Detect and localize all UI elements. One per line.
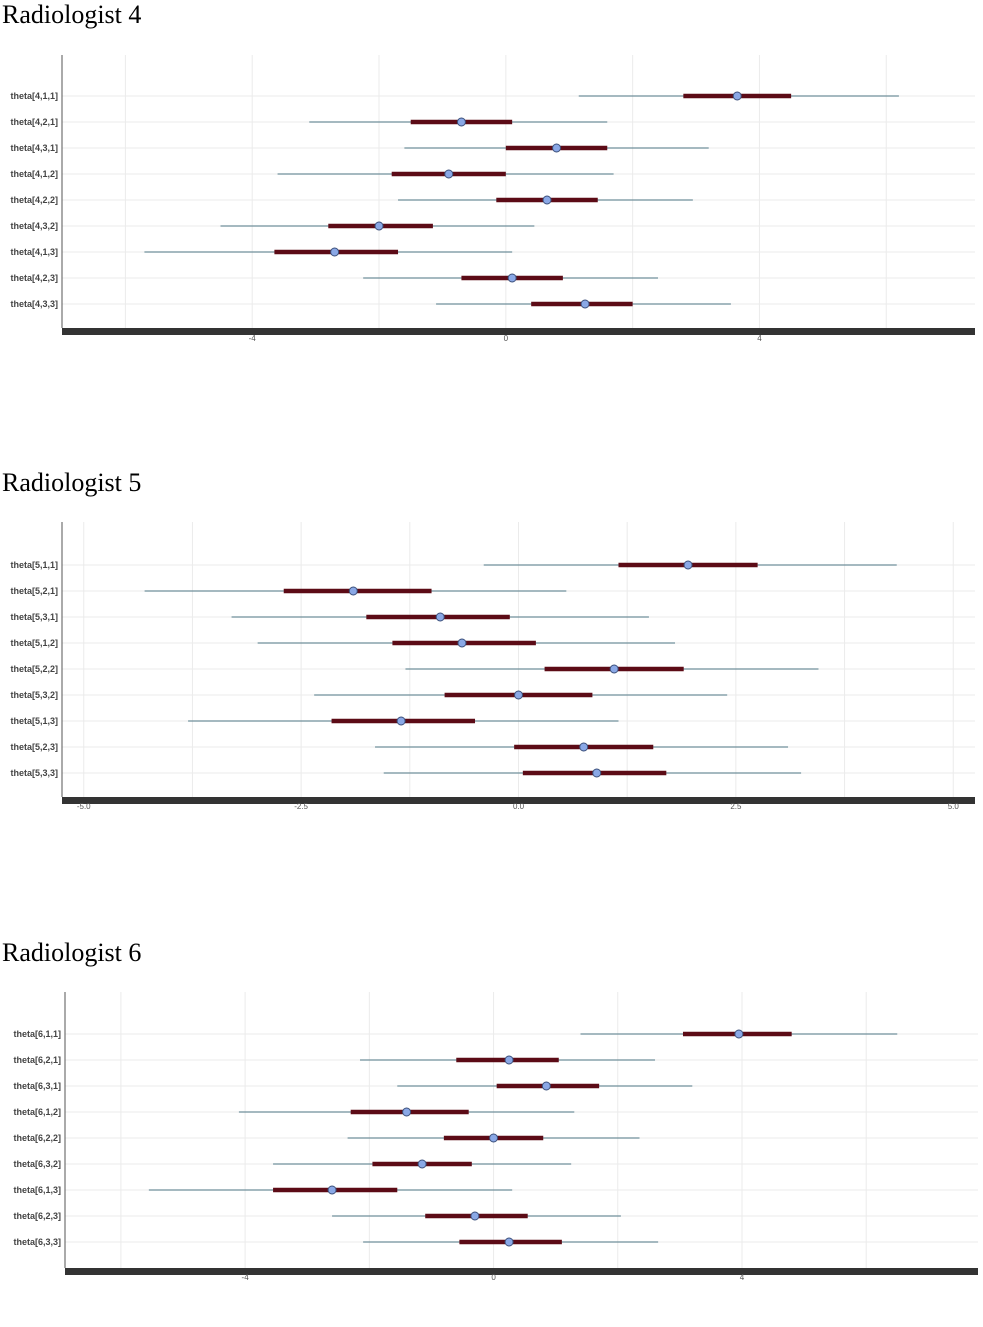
point-estimate (552, 143, 562, 153)
x-axis-bar (62, 797, 975, 804)
row-label: theta[6,1,2] (13, 1107, 61, 1117)
point-estimate (579, 742, 589, 752)
point-estimate (456, 117, 466, 127)
row-label: theta[6,2,3] (13, 1211, 61, 1221)
point-estimate (541, 1081, 551, 1091)
point-estimate (514, 690, 523, 700)
row-label: theta[6,2,2] (13, 1133, 61, 1143)
x-axis-bar (62, 328, 975, 335)
point-estimate (732, 91, 742, 101)
row-label: theta[4,3,1] (10, 143, 58, 153)
x-tick-label: -2.5 (294, 802, 308, 811)
panel-title-radiologist-6: Radiologist 6 (2, 938, 142, 967)
row-label: theta[5,2,3] (10, 742, 58, 752)
row-label: theta[5,1,2] (10, 638, 58, 648)
point-estimate (470, 1211, 480, 1221)
point-estimate (489, 1133, 499, 1143)
point-estimate (542, 195, 552, 205)
row-label: theta[4,3,3] (10, 299, 58, 309)
row-label: theta[6,3,3] (13, 1237, 61, 1247)
point-estimate (609, 664, 619, 674)
row-label: theta[5,1,3] (10, 716, 58, 726)
row-label: theta[6,1,1] (13, 1029, 61, 1039)
point-estimate (457, 638, 467, 648)
forest-plot-radiologist-6: -4 0 4 theta[6,1,1] theta[6,2,1] theta[6,3,1]… (13, 992, 978, 1282)
forest-plot-radiologist-5: -5.0 -2.5 0.0 2.5 5.0 theta[5,1,1] theta[5,2,1… (10, 522, 975, 811)
row-label: theta[5,2,1] (10, 586, 58, 596)
point-estimate (435, 612, 445, 622)
x-tick-label: 5.0 (948, 802, 960, 811)
row-label: theta[6,3,2] (13, 1159, 61, 1169)
row-label: theta[5,3,2] (10, 690, 58, 700)
x-tick-label: 0.0 (513, 802, 525, 811)
point-estimate (504, 1055, 514, 1065)
x-axis-bar (65, 1268, 978, 1275)
point-estimate (580, 299, 590, 309)
x-tick-label: 4 (740, 1273, 745, 1282)
x-tick-label: -4 (249, 334, 257, 343)
row-label: theta[6,3,1] (13, 1081, 61, 1091)
row-label: theta[4,2,1] (10, 117, 58, 127)
point-estimate (507, 273, 517, 283)
x-tick-label: -5.0 (77, 802, 91, 811)
row-label: theta[4,1,1] (10, 91, 58, 101)
row-label: theta[4,2,2] (10, 195, 58, 205)
panel-title-radiologist-5: Radiologist 5 (2, 468, 142, 497)
row-label: theta[5,2,2] (10, 664, 58, 674)
point-estimate (374, 221, 384, 231)
point-estimate (348, 586, 358, 596)
forest-plot-radiologist-4: -4 0 4 theta[4,1,1] theta[4,2,1] theta[4,3,1]… (10, 55, 975, 343)
point-estimate (327, 1185, 337, 1195)
x-tick-label: 0 (504, 334, 509, 343)
point-estimate (734, 1029, 744, 1039)
row-label: theta[4,1,2] (10, 169, 58, 179)
point-estimate (330, 247, 340, 257)
row-label: theta[6,2,1] (13, 1055, 61, 1065)
point-estimate (504, 1237, 514, 1247)
row-label: theta[5,3,1] (10, 612, 58, 622)
x-tick-label: 0 (491, 1273, 496, 1282)
row-label: theta[5,3,3] (10, 768, 58, 778)
row-label: theta[6,1,3] (13, 1185, 61, 1195)
row-label: theta[4,2,3] (10, 273, 58, 283)
point-estimate (444, 169, 454, 179)
row-label: theta[4,3,2] (10, 221, 58, 231)
point-estimate (402, 1107, 412, 1117)
row-label: theta[5,1,1] (10, 560, 58, 570)
x-tick-label: 4 (757, 334, 762, 343)
point-estimate (683, 560, 693, 570)
point-estimate (592, 768, 602, 778)
panel-title-radiologist-4: Radiologist 4 (2, 0, 142, 29)
point-estimate (396, 716, 406, 726)
point-estimate (417, 1159, 427, 1169)
x-tick-label: -4 (242, 1273, 250, 1282)
x-tick-label: 2.5 (730, 802, 742, 811)
row-label: theta[4,1,3] (10, 247, 58, 257)
